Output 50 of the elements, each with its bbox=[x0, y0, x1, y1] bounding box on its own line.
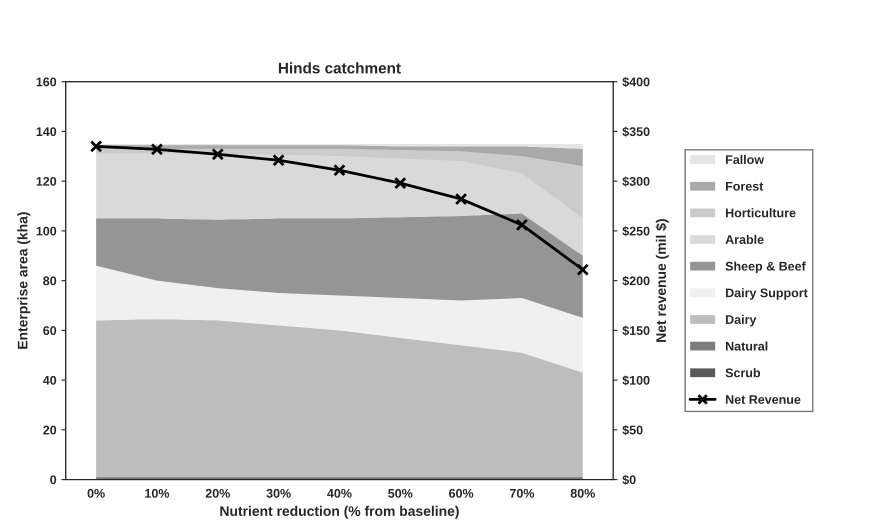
y-tick-label: 0 bbox=[50, 475, 56, 484]
x-tick-label: 70% bbox=[510, 488, 534, 498]
x-tick-label: 60% bbox=[449, 488, 474, 498]
y2-tick-label: $100 bbox=[622, 375, 650, 386]
y2-tick-label: $400 bbox=[622, 76, 650, 88]
legend-label: Dairy bbox=[726, 314, 756, 326]
legend-label: Forest bbox=[726, 182, 764, 191]
x-tick-label: 50% bbox=[388, 488, 412, 498]
y-tick-label: 100 bbox=[36, 226, 56, 236]
x-tick-label: 30% bbox=[266, 488, 291, 498]
legend-label: Natural bbox=[726, 341, 768, 351]
point bbox=[272, 154, 285, 167]
point bbox=[576, 263, 590, 276]
y-tick-label: 40 bbox=[42, 376, 56, 385]
y-tick-label: 120 bbox=[36, 176, 56, 186]
legend-label: Arable bbox=[725, 234, 764, 244]
point bbox=[150, 143, 164, 156]
x-tick-label: 20% bbox=[206, 488, 230, 498]
y-tick-label: 80 bbox=[43, 276, 56, 286]
x-tick-label: 0% bbox=[88, 488, 105, 498]
legend-label: Horticulture bbox=[726, 208, 796, 218]
y2-tick-label: $150 bbox=[622, 326, 650, 336]
point bbox=[394, 176, 407, 190]
y-tick-label: 140 bbox=[36, 127, 56, 136]
y2-tick-label: $250 bbox=[622, 226, 650, 236]
legend-label: Fallow bbox=[726, 154, 764, 164]
y-axis-title: Enterprise area (kha) bbox=[17, 212, 30, 349]
legend-label: Net Revenue bbox=[726, 395, 800, 404]
point bbox=[212, 148, 224, 161]
legend-label: Dairy Support bbox=[726, 288, 808, 300]
y-tick-label: 20 bbox=[43, 426, 56, 434]
legend-label: Scrub bbox=[726, 368, 760, 378]
y2-tick-label: $50 bbox=[622, 425, 643, 436]
y2-tick-label: $350 bbox=[622, 126, 650, 137]
y2-tick-label: $200 bbox=[622, 276, 650, 286]
x-tick-label: 10% bbox=[145, 488, 170, 498]
chart-title: Hinds catchment bbox=[278, 62, 401, 74]
x-tick-label: 40% bbox=[327, 488, 352, 498]
y2-tick-label: $0 bbox=[622, 474, 636, 486]
legend-label: Sheep & Beef bbox=[726, 261, 806, 274]
point bbox=[454, 192, 468, 206]
x-axis-title: Nutrient reduction (% from baseline) bbox=[220, 506, 459, 519]
point bbox=[516, 218, 528, 232]
point bbox=[90, 140, 102, 153]
y-tick-label: 60 bbox=[43, 326, 56, 336]
y2-axis-title: Net revenue (mil $) bbox=[656, 219, 669, 342]
point bbox=[333, 164, 346, 176]
x-tick-label: 80% bbox=[570, 488, 595, 498]
y2-tick-label: $300 bbox=[622, 176, 650, 187]
y-tick-label: 160 bbox=[36, 77, 56, 86]
